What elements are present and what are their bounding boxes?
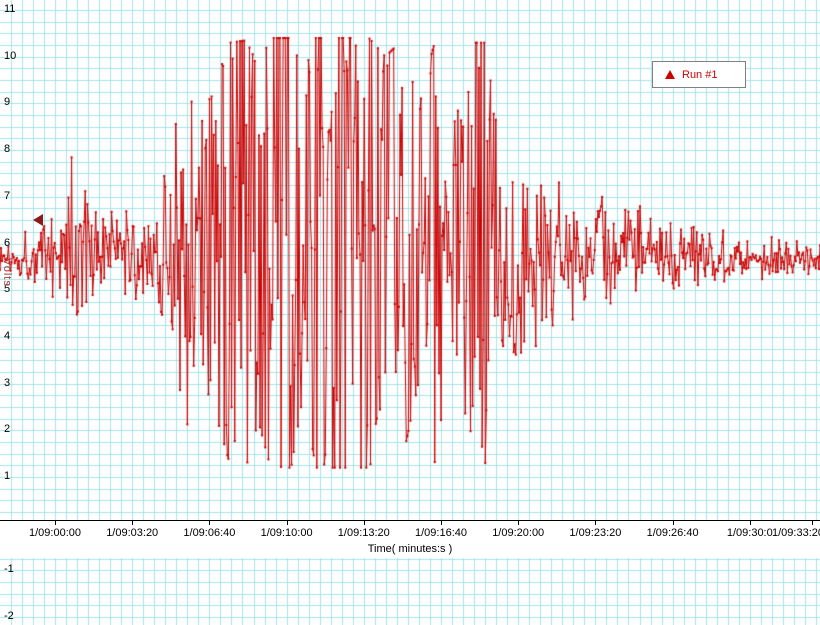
x-tick-label: 1/09:20:00 xyxy=(492,527,545,539)
legend-triangle-icon xyxy=(665,70,675,79)
legend[interactable]: Run #1 xyxy=(652,61,746,88)
channel-value-marker-icon[interactable] xyxy=(33,214,43,227)
x-tick-label: 1/09:23:20 xyxy=(569,527,622,539)
x-axis: 1/09:00:00 1/09:03:20 1/09:06:40 1/09:10:00… xyxy=(0,520,820,558)
x-tick-mark xyxy=(441,521,442,525)
x-tick-label: 1/09:10:00 xyxy=(260,527,313,539)
x-tick-mark xyxy=(209,521,210,525)
x-tick-mark xyxy=(287,521,288,525)
y-axis-title: Volts xyxy=(1,258,13,287)
x-tick-label: 1/09:30:0 xyxy=(726,527,773,539)
x-tick-mark xyxy=(673,521,674,525)
x-tick-label: 1/09:16:40 xyxy=(415,527,467,539)
x-tick-label: 1/09:03:20 xyxy=(106,527,159,539)
x-tick-label: 1/09:26:40 xyxy=(646,527,699,539)
x-tick-mark xyxy=(364,521,365,525)
x-tick-mark xyxy=(750,521,751,525)
x-tick-mark xyxy=(518,521,519,525)
x-tick-mark xyxy=(132,521,133,525)
x-tick-label: 1/09:33:20 xyxy=(772,527,820,539)
x-tick-label: 1/09:13:20 xyxy=(337,527,390,539)
x-tick-mark xyxy=(595,521,596,525)
x-tick-label: 1/09:00:00 xyxy=(29,527,81,539)
x-tick-mark xyxy=(812,521,813,525)
x-tick-mark xyxy=(55,521,56,525)
legend-label: Run #1 xyxy=(682,68,718,81)
x-axis-title: Time( minutes:s ) xyxy=(367,543,453,555)
x-tick-label: 1/09:06:40 xyxy=(183,527,236,539)
